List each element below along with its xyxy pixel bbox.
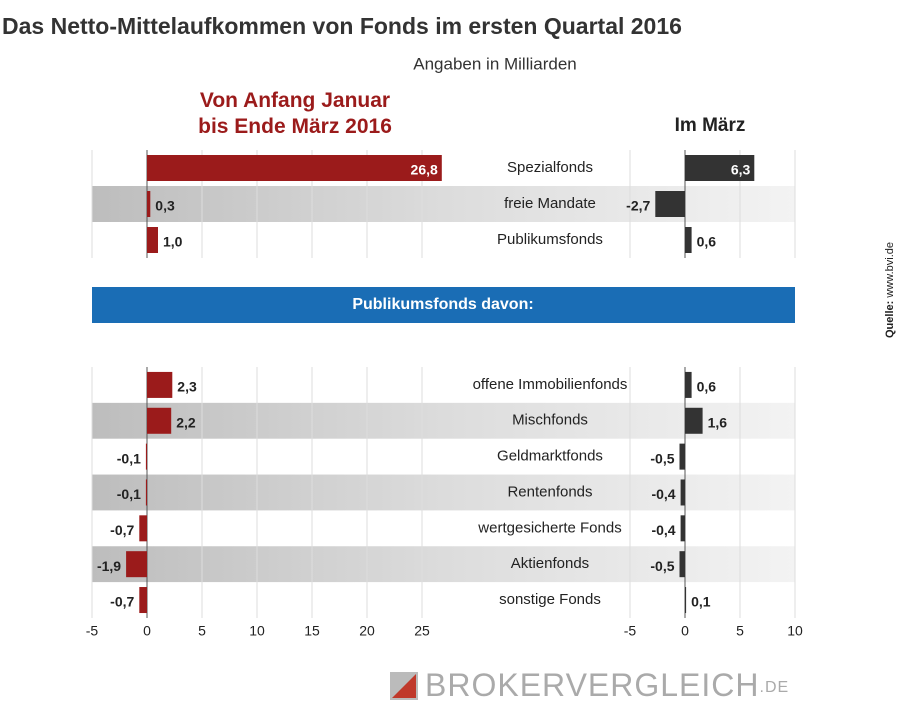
logo: BROKERVERGLEICH.DE bbox=[425, 667, 789, 703]
x-tick-label: 0 bbox=[143, 623, 151, 639]
value-label: -0,4 bbox=[651, 486, 675, 502]
category-label: Rentenfonds bbox=[507, 483, 592, 500]
x-tick-label: 20 bbox=[359, 623, 375, 639]
bar bbox=[147, 191, 151, 217]
bar bbox=[679, 443, 685, 470]
category-label: Publikumsfonds bbox=[497, 231, 603, 248]
bar bbox=[685, 407, 703, 434]
row-stripe bbox=[92, 546, 795, 583]
row-stripe bbox=[92, 402, 795, 439]
source-url: www.bvi.de bbox=[884, 242, 896, 299]
row-stripe bbox=[92, 186, 795, 222]
section-title: Publikumsfonds davon: bbox=[352, 296, 533, 313]
x-tick-label: 25 bbox=[414, 623, 430, 639]
value-label: 2,3 bbox=[177, 379, 197, 395]
bar bbox=[145, 443, 147, 470]
x-tick-label: -5 bbox=[624, 623, 637, 639]
logo-suffix: .DE bbox=[760, 679, 790, 696]
value-label: 26,8 bbox=[411, 162, 438, 178]
category-label: sonstige Fonds bbox=[499, 591, 601, 608]
value-label: 6,3 bbox=[731, 162, 751, 178]
bar bbox=[655, 191, 685, 217]
category-label: Geldmarktfonds bbox=[497, 448, 603, 465]
logo-icon-accent bbox=[392, 674, 416, 698]
value-label: 2,2 bbox=[176, 414, 196, 430]
logo-name: BROKERVERGLEICH bbox=[425, 667, 760, 703]
value-label: -0,5 bbox=[650, 450, 674, 466]
bar bbox=[685, 371, 692, 398]
bar bbox=[685, 155, 755, 181]
value-label: 0,6 bbox=[697, 234, 717, 250]
category-label: Aktienfonds bbox=[511, 555, 589, 572]
value-label: -0,7 bbox=[110, 522, 134, 538]
row-stripe bbox=[92, 474, 795, 511]
bar bbox=[145, 479, 147, 506]
bar bbox=[126, 551, 147, 578]
bar bbox=[680, 515, 685, 542]
source-label: Quelle: bbox=[884, 301, 896, 338]
x-tick-label: 10 bbox=[249, 623, 265, 639]
x-tick-label: -5 bbox=[86, 623, 99, 639]
section-band bbox=[92, 287, 795, 323]
category-label: Spezialfonds bbox=[507, 159, 593, 176]
category-label: offene Immobilienfonds bbox=[473, 376, 628, 393]
value-label: 0,3 bbox=[155, 198, 175, 214]
x-tick-label: 10 bbox=[787, 623, 803, 639]
series-header: Von Anfang Januar bis Ende März 2016 bbox=[198, 89, 392, 138]
chart-title: Das Netto-Mittelaufkommen von Fonds im e… bbox=[2, 13, 682, 39]
source: Quelle: www.bvi.de bbox=[884, 242, 896, 338]
chart-subtitle: Angaben in Milliarden bbox=[413, 54, 577, 73]
value-label: -0,1 bbox=[117, 450, 141, 466]
category-label: Mischfonds bbox=[512, 412, 588, 429]
bar bbox=[139, 587, 147, 614]
value-label: 1,6 bbox=[708, 414, 728, 430]
value-label: -2,7 bbox=[626, 198, 650, 214]
x-tick-label: 15 bbox=[304, 623, 320, 639]
bar bbox=[680, 479, 685, 506]
bar bbox=[139, 515, 147, 542]
value-label: -0,7 bbox=[110, 594, 134, 610]
bar bbox=[679, 551, 685, 578]
value-label: -0,1 bbox=[117, 486, 141, 502]
bar bbox=[147, 371, 173, 398]
bar bbox=[685, 587, 687, 614]
x-tick-label: 5 bbox=[736, 623, 744, 639]
category-label: wertgesicherte Fonds bbox=[477, 519, 621, 536]
value-label: -0,5 bbox=[650, 558, 674, 574]
bar bbox=[147, 407, 172, 434]
value-label: 0,6 bbox=[697, 379, 717, 395]
bar bbox=[147, 155, 442, 181]
series-header: Im März bbox=[674, 115, 746, 136]
bar bbox=[685, 227, 692, 253]
value-label: 1,0 bbox=[163, 234, 183, 250]
value-label: 0,1 bbox=[691, 594, 711, 610]
x-tick-label: 5 bbox=[198, 623, 206, 639]
value-label: -0,4 bbox=[651, 522, 675, 538]
bar bbox=[147, 227, 158, 253]
x-tick-label: 0 bbox=[681, 623, 689, 639]
category-label: freie Mandate bbox=[504, 195, 596, 212]
value-label: -1,9 bbox=[97, 558, 121, 574]
